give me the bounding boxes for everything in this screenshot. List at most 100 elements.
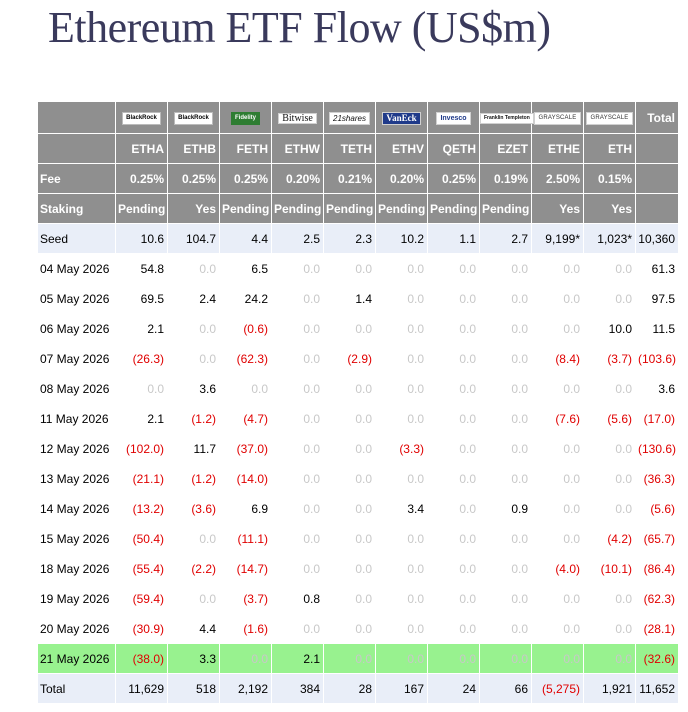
fee-cell: 0.25%: [167, 163, 220, 194]
flow-cell: 0.0: [375, 613, 428, 644]
flow-cell: 0.0: [531, 463, 584, 494]
row-total-cell: 3.6: [635, 373, 679, 404]
flow-cell: 0.0: [167, 253, 220, 284]
ticker-cell: ETHV: [375, 133, 428, 164]
flow-cell: 0.0: [427, 403, 480, 434]
flow-cell: (30.9): [115, 613, 168, 644]
flow-cell: 1.4: [323, 283, 376, 314]
flow-cell: 54.8: [115, 253, 168, 284]
flow-cell: 0.0: [323, 523, 376, 554]
issuer-logo: Franklin Templeton: [480, 112, 534, 124]
flow-cell: (0.6): [219, 313, 272, 344]
staking-cell: Pending: [427, 193, 480, 224]
flow-cell: 0.0: [219, 643, 272, 674]
flow-cell: (5.6): [583, 403, 636, 434]
flow-cell: 0.0: [427, 433, 480, 464]
staking-cell: Pending: [219, 193, 272, 224]
staking-cell: Pending: [115, 193, 168, 224]
corner-cell: [37, 101, 116, 134]
flow-cell: 0.0: [427, 373, 480, 404]
table-row: 20 May 2026 (30.9) 4.4 (1.6) 0.0 0.0 0.0 0.0 0.0…: [37, 613, 679, 644]
flow-cell: 0.0: [479, 583, 532, 614]
flow-cell: 0.0: [531, 313, 584, 344]
issuer-logo: 21shares: [329, 111, 370, 125]
flow-cell: 9,199*: [531, 223, 584, 254]
flow-cell: (10.1): [583, 553, 636, 584]
flow-cell: 11.7: [167, 433, 220, 464]
flow-cell: 0.0: [427, 643, 480, 674]
flow-cell: 0.0: [427, 283, 480, 314]
flow-cell: 0.0: [323, 253, 376, 284]
flow-cell: 2.5: [271, 223, 324, 254]
flow-cell: (55.4): [115, 553, 168, 584]
flow-cell: 0.0: [271, 313, 324, 344]
flow-cell: (26.3): [115, 343, 168, 374]
flow-cell: 0.0: [479, 433, 532, 464]
staking-cell: Pending: [271, 193, 324, 224]
flow-cell: 0.0: [531, 493, 584, 524]
issuer-logo: Fidelity: [230, 111, 260, 125]
fee-cell: 0.25%: [115, 163, 168, 194]
flow-cell: 0.0: [479, 283, 532, 314]
fee-cell: 0.25%: [427, 163, 480, 194]
flow-cell: (1.2): [167, 463, 220, 494]
table-row: 15 May 2026 (50.4) 0.0 (11.1) 0.0 0.0 0.0 0.0 0.…: [37, 523, 679, 554]
table-row: 06 May 2026 2.1 0.0 (0.6) 0.0 0.0 0.0 0.0 0.0 0.0…: [37, 313, 679, 344]
table-row: 11 May 2026 2.1 (1.2) (4.7) 0.0 0.0 0.0 0.0 0.0(…: [37, 403, 679, 434]
issuer-logo-cell: Bitwise: [271, 101, 324, 134]
row-total-cell: (5.6): [635, 493, 679, 524]
flow-cell: 0.0: [479, 253, 532, 284]
row-date: 19 May 2026: [37, 583, 116, 614]
flow-cell: 0.0: [271, 253, 324, 284]
fee-cell: 0.20%: [271, 163, 324, 194]
flow-cell: 2.7: [479, 223, 532, 254]
flow-cell: 0.0: [167, 523, 220, 554]
flow-cell: 0.0: [531, 643, 584, 674]
staking-cell: Yes: [167, 193, 220, 224]
issuer-logo-cell: Invesco: [427, 101, 480, 134]
flow-cell: 0.0: [375, 643, 428, 674]
flow-cell: (1.6): [219, 613, 272, 644]
fee-cell: 0.19%: [479, 163, 532, 194]
staking-label: Staking: [37, 193, 116, 224]
flow-cell: 0.0: [583, 583, 636, 614]
flow-cell: 0.0: [375, 283, 428, 314]
total-cell: 167: [375, 673, 428, 704]
row-total-cell: (32.6): [635, 643, 679, 674]
flow-cell: 0.0: [271, 553, 324, 584]
flow-cell: (8.4): [531, 343, 584, 374]
issuer-logo-cell: Franklin Templeton: [479, 101, 534, 134]
row-total-cell: 10,360: [635, 223, 679, 254]
flow-cell: 0.0: [167, 313, 220, 344]
flow-cell: 1,023*: [583, 223, 636, 254]
total-cell: 518: [167, 673, 220, 704]
flow-cell: 0.0: [219, 373, 272, 404]
issuer-logo-cell: GRAYSCALE: [531, 101, 584, 134]
flow-cell: 0.0: [271, 433, 324, 464]
total-cell: (5,275): [531, 673, 584, 704]
flow-cell: 0.0: [479, 553, 532, 584]
row-total-cell: 97.5: [635, 283, 679, 314]
flow-cell: 10.0: [583, 313, 636, 344]
flow-cell: 0.0: [375, 373, 428, 404]
flow-cell: 2.4: [167, 283, 220, 314]
flow-cell: 0.0: [375, 313, 428, 344]
flow-cell: (50.4): [115, 523, 168, 554]
staking-cell: Yes: [531, 193, 584, 224]
ticker-cell: QETH: [427, 133, 480, 164]
ticker-row: ETHA ETHB FETH ETHW TETH ETHV QETH EZET ETHE ETH: [37, 133, 679, 164]
flow-cell: 1.1: [427, 223, 480, 254]
row-total-cell: 11.5: [635, 313, 679, 344]
flow-cell: 0.0: [167, 343, 220, 374]
flow-cell: (13.2): [115, 493, 168, 524]
ticker-label-cell: [37, 133, 116, 164]
flow-cell: 0.0: [531, 523, 584, 554]
flow-cell: 10.2: [375, 223, 428, 254]
flow-cell: 4.4: [167, 613, 220, 644]
issuer-logo: BlackRock: [174, 111, 213, 125]
flow-cell: (2.2): [167, 553, 220, 584]
total-row: Total 11,629 518 2,192 384 28 167 24 66 (5,275) 1,…: [37, 673, 679, 704]
issuer-logo: VanEck: [382, 111, 421, 125]
ticker-cell: TETH: [323, 133, 376, 164]
flow-cell: (59.4): [115, 583, 168, 614]
